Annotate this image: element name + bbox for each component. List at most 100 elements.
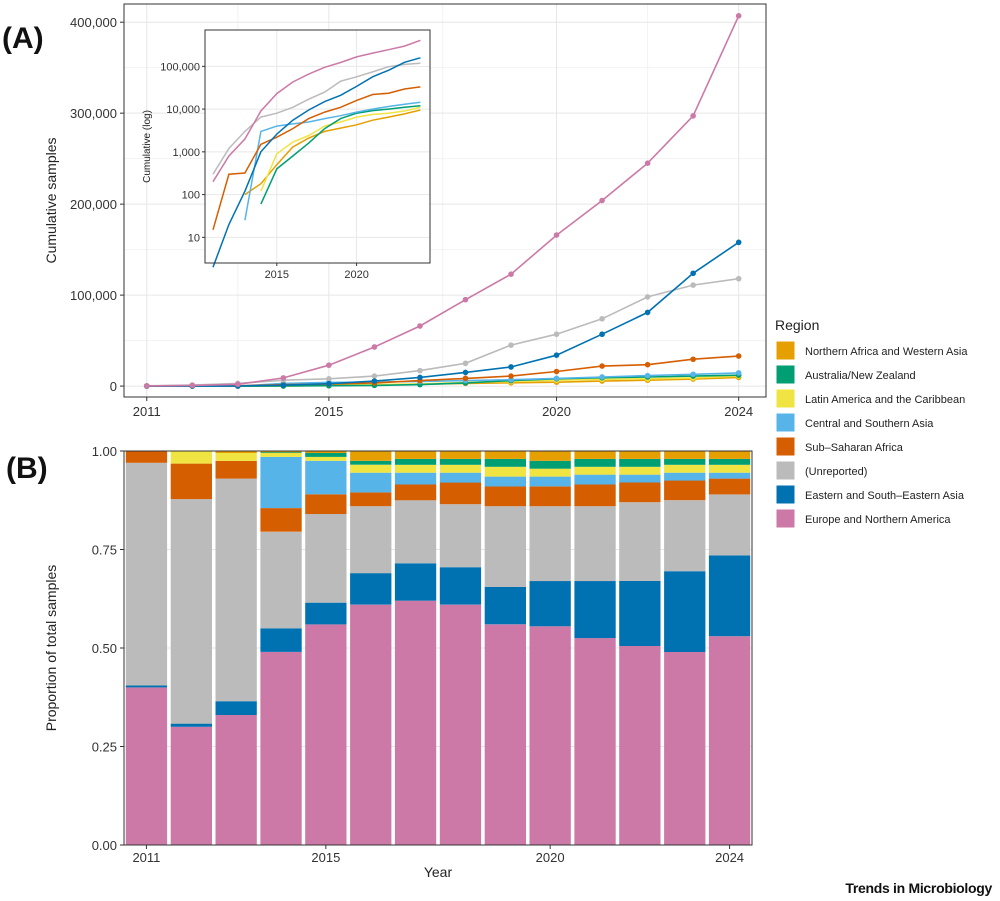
bar-segment-unrep <box>619 502 661 581</box>
bar-segment-eastasia <box>484 586 526 625</box>
bar-segment-eastasia <box>394 563 437 601</box>
series-line-eastasia <box>146 241 740 387</box>
bar-segment-nafrica <box>664 451 706 459</box>
panel-a-y-tick-label: 0 <box>110 379 117 394</box>
data-point-eastasia <box>462 369 469 376</box>
bar-segment-eastasia <box>260 628 302 652</box>
data-point-eastasia <box>735 239 742 246</box>
data-point-csasia <box>553 375 560 382</box>
panel-a-x-tick-label: 2020 <box>542 404 571 419</box>
inset-line-europe <box>212 39 421 183</box>
bar-segment-nafrica <box>394 451 437 459</box>
data-point-ssa <box>508 373 514 379</box>
inset-line-anz <box>260 104 421 205</box>
data-point-eastasia <box>417 374 423 381</box>
bar-segment-ssa <box>484 486 526 507</box>
legend-label-latam: Latin America and the Caribbean <box>805 394 965 406</box>
panel-b-y-axis-title: Proportion of total samples <box>43 565 59 732</box>
bar-segment-eastasia <box>170 723 212 727</box>
bar-segment-unrep <box>394 500 437 564</box>
bar-segment-eastasia <box>619 581 661 646</box>
bar-segment-csasia <box>484 476 526 487</box>
data-point-europe <box>644 160 651 167</box>
data-point-ssa <box>553 368 560 375</box>
bar-segment-europe <box>350 604 392 845</box>
legend-title: Region <box>775 317 819 333</box>
legend-label-anz: Australia/New Zealand <box>805 370 916 382</box>
bar-segment-anz <box>574 458 616 467</box>
bar-segment-nafrica <box>350 451 392 461</box>
bar-segment-nafrica <box>215 451 257 453</box>
bar-segment-eastasia <box>350 573 392 605</box>
inset-line-csasia <box>244 101 421 221</box>
data-point-eastasia <box>599 331 605 338</box>
legend-swatch-nafrica <box>775 340 796 361</box>
data-point-csasia <box>599 374 605 380</box>
data-point-unrep <box>553 331 560 338</box>
data-point-europe <box>280 375 287 381</box>
data-point-unrep <box>371 373 378 379</box>
data-point-ssa <box>644 361 651 368</box>
data-point-europe <box>235 381 241 388</box>
bar-segment-anz <box>619 458 661 467</box>
panel-a-y-tick-label: 100,000 <box>70 288 117 303</box>
data-point-europe <box>417 323 423 329</box>
data-point-europe <box>189 382 196 389</box>
panel-b-y-tick-label: 0.75 <box>92 543 117 558</box>
inset-frame <box>204 29 431 264</box>
panel-a-y-tick-label: 400,000 <box>70 15 117 30</box>
data-point-europe <box>508 271 514 277</box>
bar-segment-csasia <box>350 472 392 493</box>
data-point-ssa <box>735 353 742 359</box>
panel-a-y-tick-label: 300,000 <box>70 106 117 121</box>
data-point-eastasia <box>280 382 287 388</box>
bar-segment-unrep <box>439 504 482 568</box>
inset-y-tick-label: 10,000 <box>166 104 200 116</box>
inset-line-unrep <box>212 62 421 175</box>
data-point-europe <box>143 383 150 389</box>
legend-swatch-csasia <box>775 412 796 433</box>
data-point-eastasia <box>644 309 651 316</box>
journal-credit: Trends in Microbiology <box>845 880 992 896</box>
panel-a-log-inset: 10 100 1,000 10,000 100,000 2015 2020 Cumulativ… <box>142 29 431 281</box>
bar-segment-europe <box>529 626 571 845</box>
legend-label-eastasia: Eastern and South–Eastern Asia <box>805 490 965 502</box>
panel-a-x-tick-label: 2024 <box>724 404 753 419</box>
bar-segment-latam <box>305 456 347 461</box>
bar-segment-latam <box>664 464 706 473</box>
bar-segment-csasia <box>574 474 616 485</box>
panel-b-y-tick-label: 0.25 <box>92 740 117 755</box>
bar-segment-csasia <box>439 472 482 483</box>
bar-segment-europe <box>708 636 751 845</box>
bar-segment-unrep <box>170 499 212 724</box>
bar-segment-csasia <box>305 460 347 495</box>
bar-segment-latam <box>260 453 302 457</box>
bar-segment-ssa <box>350 492 392 507</box>
legend-label-ssa: Sub–Saharan Africa <box>805 442 904 454</box>
bar-segment-europe <box>394 600 437 845</box>
bar-segment-eastasia <box>125 685 168 688</box>
data-point-eastasia <box>508 364 514 370</box>
bar-segment-csasia <box>619 474 661 483</box>
legend-swatch-europe <box>775 508 796 529</box>
panel-a-y-axis-title: Cumulative samples <box>43 137 59 263</box>
data-point-unrep <box>644 294 651 300</box>
bar-segment-europe <box>664 651 706 845</box>
bar-segment-anz <box>529 460 571 469</box>
bar-segment-europe <box>215 715 257 845</box>
bar-segment-anz <box>394 458 437 465</box>
bar-segment-ssa <box>529 486 571 507</box>
bar-segment-ssa <box>619 482 661 503</box>
bar-segment-europe <box>305 624 347 845</box>
data-point-europe <box>326 362 332 368</box>
bar-segment-eastasia <box>529 581 571 627</box>
bar-segment-nafrica <box>619 451 661 459</box>
bar-segment-unrep <box>484 506 526 587</box>
bar-segment-latam <box>574 466 616 475</box>
bar-segment-ssa <box>170 463 212 500</box>
bar-segment-ssa <box>574 484 616 507</box>
bar-segment-nafrica <box>305 451 347 453</box>
panel-b-y-tick-label: 1.00 <box>92 444 117 459</box>
bar-segment-latam <box>529 468 571 477</box>
